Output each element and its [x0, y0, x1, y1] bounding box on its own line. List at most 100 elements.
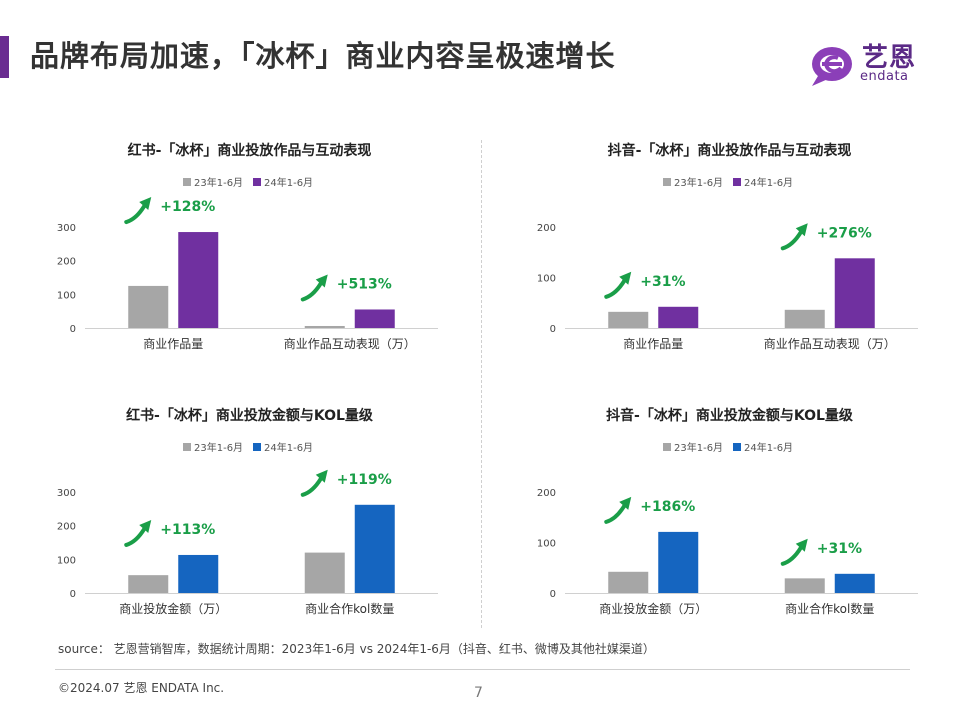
- legend-swatch: [733, 443, 741, 451]
- bar-2023: [304, 325, 345, 328]
- growth-arrow-head: [139, 519, 152, 533]
- chart-douyin-spend-kol: 抖音-「冰杯」商业投放金额与KOL量级 23年1-6月 24年1-6月 0 100 200…: [537, 407, 918, 616]
- growth-arrow-shaft: [780, 230, 803, 251]
- growth-arrow-icon: [604, 271, 632, 299]
- chart-redbook-works-interaction: 红书-「冰杯」商业投放作品与互动表现 23年1-6月 24年1-6月 0 100 200 3…: [57, 142, 438, 351]
- bar-2023: [608, 571, 649, 593]
- y-tick-label: 100: [57, 290, 76, 301]
- bar-2023: [128, 285, 169, 328]
- x-category-label: 商业作品互动表现（万）: [284, 336, 416, 351]
- growth-label: +31%: [640, 274, 685, 290]
- growth-arrow-shaft: [780, 545, 803, 566]
- growth-arrow-head: [315, 274, 328, 288]
- x-category-label: 商业作品互动表现（万）: [764, 336, 896, 351]
- legend-swatch: [183, 178, 191, 186]
- legend-label: 23年1-6月: [194, 176, 243, 189]
- growth-label: +113%: [160, 522, 215, 538]
- y-tick-label: 200: [537, 488, 556, 499]
- chart-redbook-spend-kol: 红书-「冰杯」商业投放金额与KOL量级 23年1-6月 24年1-6月 0 100 200…: [57, 407, 438, 616]
- y-tick-label: 200: [57, 257, 76, 268]
- bar-2024: [354, 309, 395, 328]
- legend-label: 24年1-6月: [744, 176, 793, 189]
- logo-text-cn: 艺恩: [862, 43, 917, 73]
- logo-text-en: endata: [860, 69, 909, 84]
- growth-arrow-icon: [780, 223, 808, 251]
- x-category-label: 商业作品量: [623, 336, 683, 351]
- y-tick-label: 300: [57, 223, 76, 234]
- bar-2023: [128, 575, 169, 593]
- growth-arrow-head: [795, 223, 808, 237]
- y-tick-label: 100: [57, 555, 76, 566]
- growth-arrow-head: [139, 197, 152, 211]
- legend-swatch: [733, 178, 741, 186]
- legend-swatch: [663, 443, 671, 451]
- growth-arrow-icon: [124, 197, 152, 225]
- growth-arrow-shaft: [300, 476, 323, 497]
- growth-arrow-icon: [124, 519, 152, 547]
- bar-2023: [608, 311, 649, 328]
- bar-2023: [784, 578, 825, 593]
- endata-logo: 艺恩 endata: [808, 38, 928, 88]
- legend-label: 23年1-6月: [674, 176, 723, 189]
- growth-arrow-shaft: [124, 204, 147, 225]
- legend-swatch: [253, 443, 261, 451]
- title-accent-bar: [0, 36, 9, 78]
- chart-title: 红书-「冰杯」商业投放作品与互动表现: [128, 142, 372, 159]
- y-tick-label: 0: [70, 324, 76, 335]
- legend-swatch: [253, 178, 261, 186]
- bar-2023: [304, 552, 345, 593]
- copyright: ©2024.07 艺恩 ENDATA Inc.: [58, 681, 225, 695]
- y-tick-label: 100: [537, 539, 556, 550]
- x-category-label: 商业作品量: [143, 336, 203, 351]
- growth-label: +119%: [337, 472, 392, 488]
- legend-swatch: [663, 178, 671, 186]
- x-category-label: 商业合作kol数量: [305, 601, 394, 616]
- chart-douyin-works-interaction: 抖音-「冰杯」商业投放作品与互动表现 23年1-6月 24年1-6月 0 100 200 商…: [537, 142, 918, 351]
- legend-label: 24年1-6月: [744, 441, 793, 454]
- bar-2023: [784, 309, 825, 328]
- bar-2024: [834, 573, 875, 593]
- legend-label: 24年1-6月: [264, 176, 313, 189]
- growth-label: +128%: [160, 199, 215, 215]
- bar-2024: [834, 258, 875, 328]
- chart-title: 抖音-「冰杯」商业投放作品与互动表现: [608, 142, 852, 159]
- x-category-label: 商业投放金额（万）: [599, 601, 707, 616]
- growth-arrow-shaft: [604, 503, 627, 524]
- growth-arrow-icon: [780, 538, 808, 566]
- y-tick-label: 100: [537, 274, 556, 285]
- source-note: source： 艺恩营销智库，数据统计周期：2023年1-6月 vs 2024年…: [58, 642, 655, 656]
- growth-label: +186%: [640, 499, 695, 515]
- growth-arrow-head: [619, 496, 632, 510]
- legend-label: 23年1-6月: [194, 441, 243, 454]
- bar-2024: [658, 306, 699, 328]
- legend-swatch: [183, 443, 191, 451]
- growth-arrow-icon: [604, 496, 632, 524]
- growth-arrow-head: [315, 469, 328, 483]
- x-category-label: 商业合作kol数量: [785, 601, 874, 616]
- growth-label: +276%: [817, 225, 872, 241]
- y-tick-label: 300: [57, 488, 76, 499]
- growth-arrow-icon: [300, 469, 328, 497]
- vertical-divider: [481, 140, 482, 628]
- bar-2024: [178, 232, 219, 328]
- chart-title: 抖音-「冰杯」商业投放金额与KOL量级: [606, 407, 854, 424]
- endata-logo-icon: [812, 47, 852, 86]
- y-tick-label: 200: [57, 522, 76, 533]
- x-category-label: 商业投放金额（万）: [119, 601, 227, 616]
- page-title: 品牌布局加速，「冰杯」商业内容呈极速增长: [30, 39, 616, 73]
- legend-label: 24年1-6月: [264, 441, 313, 454]
- y-tick-label: 0: [70, 589, 76, 600]
- growth-arrow-shaft: [124, 526, 147, 547]
- bar-2024: [354, 504, 395, 593]
- y-tick-label: 200: [537, 223, 556, 234]
- growth-arrow-head: [619, 271, 632, 285]
- bar-2024: [178, 554, 219, 593]
- legend-label: 23年1-6月: [674, 441, 723, 454]
- growth-label: +31%: [817, 541, 862, 557]
- bar-2024: [658, 531, 699, 593]
- growth-label: +513%: [337, 276, 392, 292]
- growth-arrow-head: [795, 538, 808, 552]
- chart-title: 红书-「冰杯」商业投放金额与KOL量级: [126, 407, 374, 424]
- growth-arrow-shaft: [300, 281, 323, 302]
- y-tick-label: 0: [550, 324, 556, 335]
